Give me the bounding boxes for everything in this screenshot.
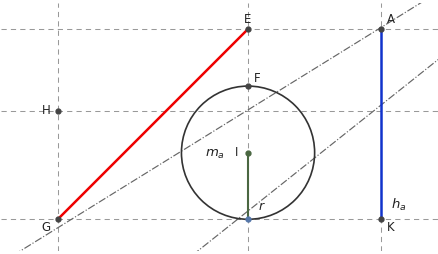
Text: G: G [42,221,51,234]
Text: F: F [254,72,260,85]
Text: I: I [234,146,238,159]
Text: H: H [42,104,51,117]
Text: K: K [386,221,394,234]
Text: A: A [386,13,394,26]
Text: E: E [244,13,251,26]
Text: $h_a$: $h_a$ [390,197,405,213]
Text: $m_a$: $m_a$ [204,148,224,161]
Text: $r$: $r$ [258,200,265,213]
